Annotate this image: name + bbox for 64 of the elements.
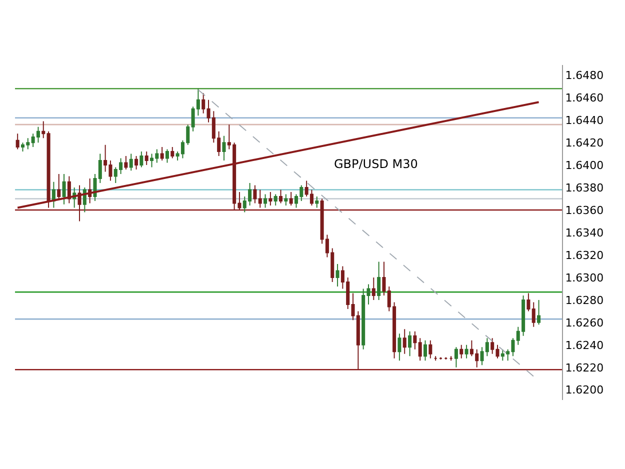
y-tick-label: 1.6300 xyxy=(565,271,604,284)
candlestick xyxy=(46,130,50,208)
candlestick xyxy=(202,92,206,114)
candlestick xyxy=(124,156,128,170)
candlestick xyxy=(434,356,438,362)
candlestick xyxy=(253,184,257,204)
candlestick xyxy=(289,192,293,206)
y-tick-label: 1.6260 xyxy=(565,316,604,330)
y-tick-label: 1.6200 xyxy=(565,384,604,397)
candlestick xyxy=(144,151,148,166)
y-tick-label: 1.6280 xyxy=(565,294,604,307)
candlestick xyxy=(16,133,20,150)
candlestick xyxy=(134,156,138,170)
candlestick xyxy=(402,328,406,354)
candlestick xyxy=(284,194,288,206)
candlestick xyxy=(315,196,319,208)
candlestick xyxy=(67,176,71,204)
y-tick-label: 1.6440 xyxy=(565,114,604,127)
candlestick xyxy=(377,261,381,300)
candlestick xyxy=(160,146,164,162)
candlestick xyxy=(449,356,453,362)
candlestick xyxy=(264,194,268,208)
candlestick xyxy=(438,356,442,360)
candlestick xyxy=(532,302,536,328)
candlestick xyxy=(408,330,412,357)
annotation: GBP/USD M30 xyxy=(334,157,418,171)
candlestick xyxy=(62,174,66,205)
y-tick-label: 1.6380 xyxy=(565,181,604,194)
y-tick-label: 1.6220 xyxy=(565,361,604,374)
candlestick xyxy=(464,344,468,359)
candlestick xyxy=(268,192,272,206)
candlestick xyxy=(413,330,417,350)
candlestick xyxy=(382,261,386,296)
candlestick xyxy=(140,151,144,168)
y-tick-label: 1.6420 xyxy=(565,136,604,150)
candlestick xyxy=(279,189,283,204)
y-tick-label: 1.6320 xyxy=(565,248,604,262)
candlestick xyxy=(372,276,376,300)
candlestick xyxy=(78,184,82,222)
candlestick xyxy=(526,292,530,312)
candlestick xyxy=(423,340,428,362)
candlestick xyxy=(274,194,278,206)
candlestick xyxy=(398,333,402,362)
y-tick-label: 1.6400 xyxy=(565,158,604,172)
candlestick xyxy=(52,181,56,208)
candlestick xyxy=(165,148,169,164)
y-tick-label: 1.6240 xyxy=(565,338,604,352)
candlestick xyxy=(537,299,541,326)
candlestick xyxy=(222,135,226,162)
candlestick xyxy=(336,263,340,287)
candlestick xyxy=(454,346,458,368)
candlestick xyxy=(258,189,262,208)
y-tick-label: 1.6460 xyxy=(565,91,604,104)
candlestick xyxy=(444,356,448,360)
candlestick xyxy=(460,344,464,359)
candlestick xyxy=(57,174,61,200)
candlestick xyxy=(418,338,422,362)
candlestick xyxy=(42,120,46,139)
candlestick xyxy=(129,153,133,172)
candlestick xyxy=(170,146,174,159)
y-tick-label: 1.6360 xyxy=(565,204,604,217)
candlestick xyxy=(428,340,432,359)
y-tick-label: 1.6480 xyxy=(565,68,604,82)
y-tick-label: 1.6340 xyxy=(565,226,604,240)
